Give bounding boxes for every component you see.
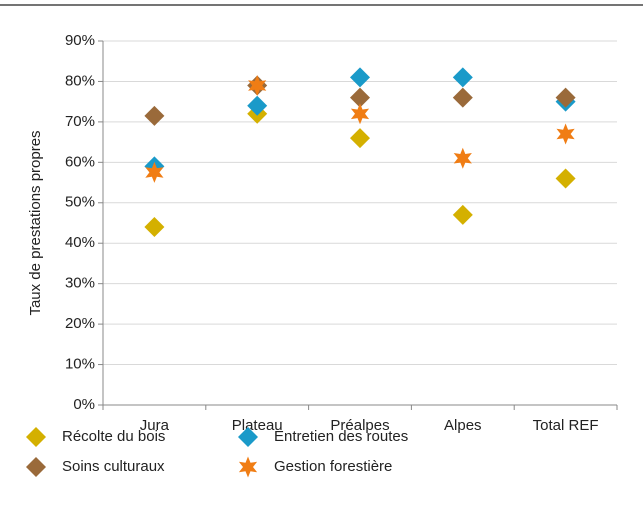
legend-marker <box>26 427 46 447</box>
data-point <box>452 87 473 108</box>
x-tick-label: Plateau <box>232 417 283 434</box>
y-tick-label: 70% <box>65 113 95 130</box>
y-tick-label: 10% <box>65 356 95 373</box>
data-point <box>556 123 575 145</box>
legend-label: Soins culturaux <box>62 458 165 475</box>
x-tick-label: Alpes <box>444 417 482 434</box>
data-point <box>350 128 370 149</box>
data-point <box>452 204 473 225</box>
legend-label: Gestion forestière <box>274 458 392 475</box>
legend-label: Récolte du bois <box>62 428 165 445</box>
y-axis-label: Taux de prestations propres <box>27 130 44 315</box>
data-point <box>247 95 268 116</box>
data-point <box>555 168 576 189</box>
y-tick-label: 30% <box>65 275 95 292</box>
data-point <box>453 147 472 169</box>
data-point <box>145 161 164 183</box>
legend-marker <box>26 457 46 477</box>
legend-label: Entretien des routes <box>274 428 408 445</box>
y-tick-label: 20% <box>65 315 95 332</box>
data-point <box>248 75 267 96</box>
y-tick-label: 50% <box>65 194 95 211</box>
data-point <box>350 103 370 125</box>
y-tick-label: 40% <box>65 234 95 251</box>
y-tick-label: 80% <box>65 72 95 89</box>
data-point <box>144 217 165 238</box>
x-tick-label: Total REF <box>533 417 599 434</box>
data-point <box>555 87 576 108</box>
y-tick-label: 90% <box>65 32 95 49</box>
x-tick-label: Jura <box>140 417 170 434</box>
x-tick-label: Préalpes <box>330 417 389 434</box>
data-point <box>144 105 165 126</box>
data-point <box>350 67 370 88</box>
y-tick-label: 60% <box>65 153 95 170</box>
legend-marker <box>238 456 258 478</box>
data-point <box>350 87 370 108</box>
data-point <box>452 67 473 88</box>
legend-marker <box>238 427 258 447</box>
y-tick-label: 0% <box>73 396 95 413</box>
